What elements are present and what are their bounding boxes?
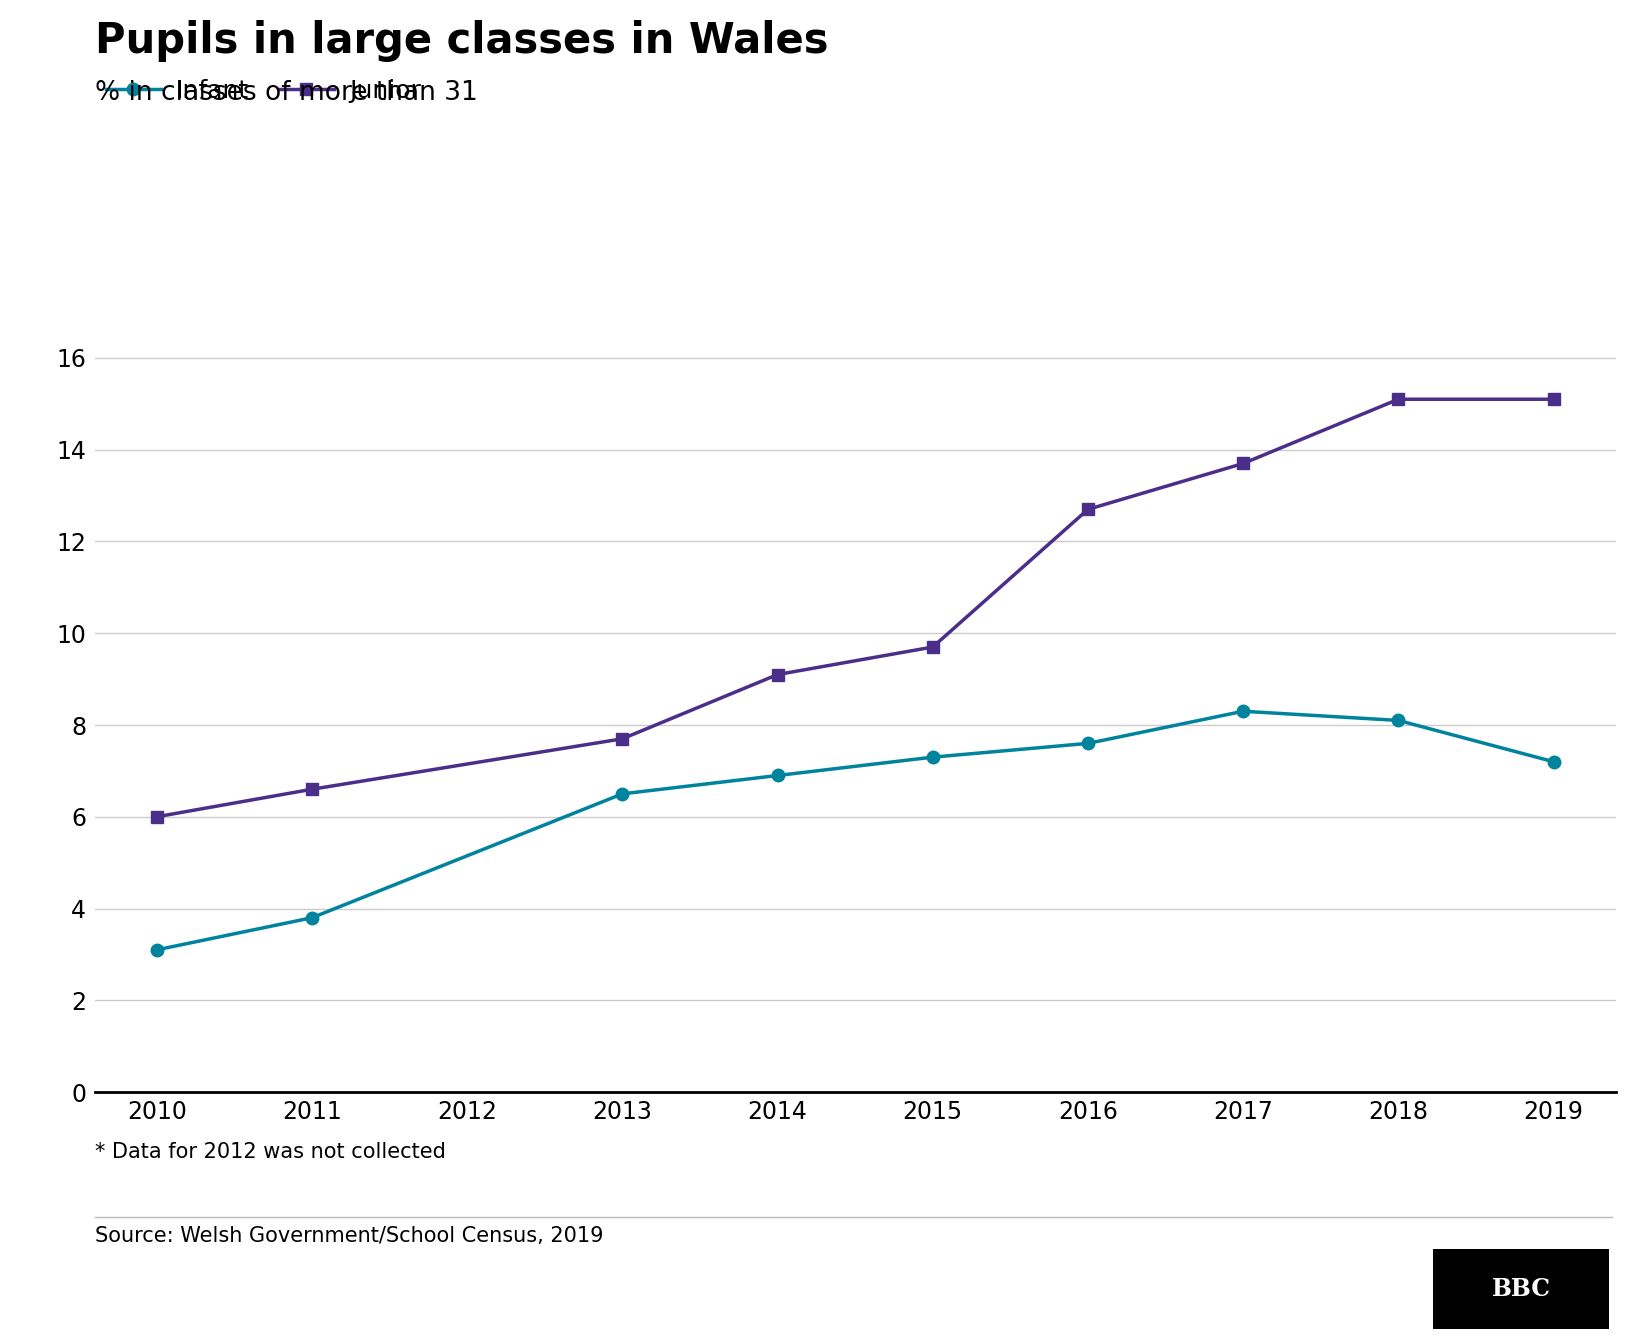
Legend: Infant, Junior: Infant, Junior bbox=[106, 79, 421, 103]
Text: * Data for 2012 was not collected: * Data for 2012 was not collected bbox=[95, 1142, 446, 1162]
Text: Pupils in large classes in Wales: Pupils in large classes in Wales bbox=[95, 20, 827, 62]
Text: Source: Welsh Government/School Census, 2019: Source: Welsh Government/School Census, … bbox=[95, 1226, 604, 1246]
Text: % in classes of more than 31: % in classes of more than 31 bbox=[95, 80, 478, 106]
Text: BBC: BBC bbox=[1492, 1277, 1550, 1301]
